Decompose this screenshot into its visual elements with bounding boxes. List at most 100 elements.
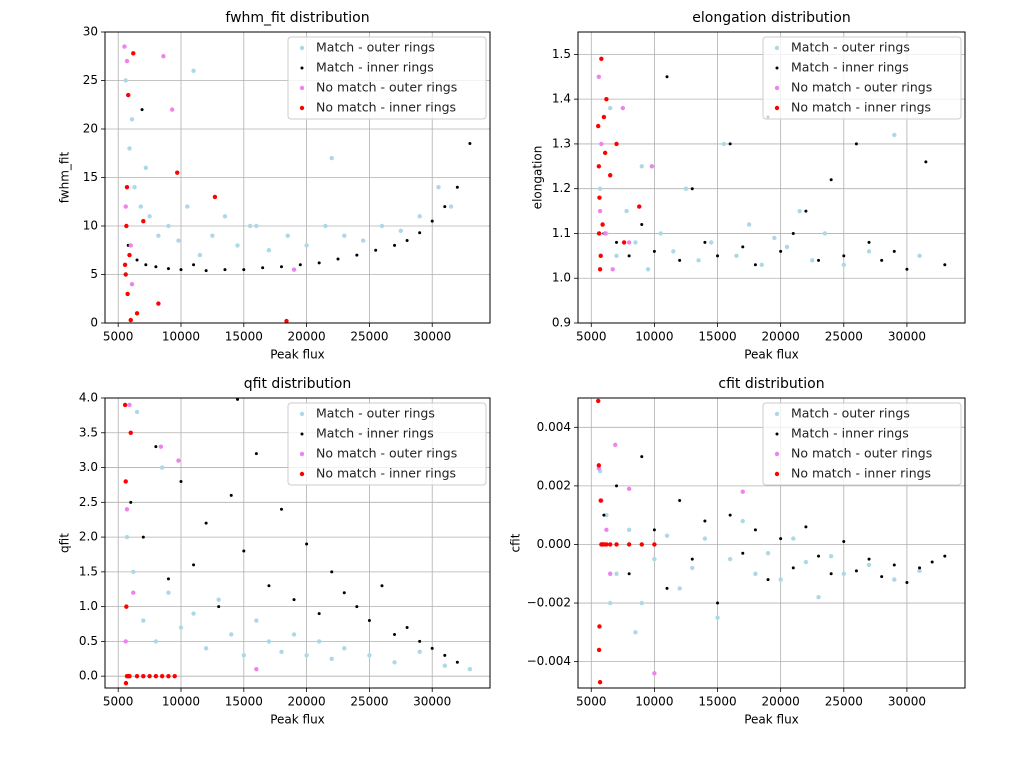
point (124, 58, 130, 64)
point (154, 265, 158, 269)
y-tick-label: 1.2 (552, 181, 571, 195)
point (626, 486, 632, 492)
point (600, 222, 605, 227)
point (134, 311, 140, 316)
point (602, 231, 608, 236)
point (854, 142, 858, 146)
point (398, 228, 404, 234)
x-tick-label: 30000 (413, 695, 451, 709)
point (131, 569, 136, 575)
point (779, 249, 783, 253)
point (803, 559, 809, 565)
point (323, 223, 328, 229)
point (766, 578, 770, 582)
point (127, 673, 132, 679)
point (690, 187, 694, 191)
point (703, 519, 707, 523)
point (627, 254, 631, 258)
point (304, 653, 309, 658)
point (598, 498, 603, 503)
legend-label: No match - inner rings (791, 466, 931, 481)
x-axis-label: Peak flux (744, 348, 799, 362)
point (204, 521, 208, 525)
point (678, 258, 682, 262)
legend-box (287, 402, 487, 486)
point (652, 556, 657, 562)
axes-frame (577, 397, 966, 689)
point (791, 231, 795, 235)
legend-marker (774, 105, 780, 111)
y-tick-label: 2.0 (79, 530, 98, 544)
point (141, 673, 146, 679)
point (703, 240, 707, 244)
point (443, 205, 447, 209)
point (126, 92, 131, 98)
y-tick-label: 3.5 (79, 425, 98, 439)
y-tick-label: 10 (83, 219, 98, 233)
point (242, 549, 246, 553)
legend-marker (775, 66, 779, 70)
point (128, 317, 133, 323)
point (127, 402, 132, 408)
point (144, 263, 148, 267)
point (741, 551, 745, 555)
point (291, 267, 297, 272)
point (599, 56, 604, 62)
x-tick-label: 5000 (576, 330, 607, 344)
point (627, 572, 631, 576)
point (597, 186, 603, 191)
point (147, 673, 152, 679)
point (179, 268, 183, 272)
point (604, 542, 609, 547)
point (652, 671, 657, 676)
point (241, 653, 247, 658)
point (604, 527, 609, 533)
legend-label: Match - outer rings (791, 40, 910, 55)
point (448, 204, 454, 209)
point (176, 458, 181, 463)
point (797, 208, 802, 214)
point (455, 185, 459, 189)
point (212, 194, 218, 200)
y-tick-label: 0.004 (537, 420, 571, 434)
subplot-title: cfit distribution (718, 376, 824, 392)
point (804, 209, 808, 213)
point (639, 542, 644, 547)
point (784, 244, 790, 250)
point (216, 597, 221, 602)
y-tick-label: 3.0 (79, 460, 98, 474)
x-tick-label: 5000 (103, 330, 134, 344)
x-tick-label: 15000 (225, 330, 263, 344)
x-tick-label: 30000 (888, 695, 926, 709)
point (223, 268, 227, 272)
legend-label: Match - outer rings (791, 406, 910, 421)
x-tick-label: 10000 (162, 330, 200, 344)
point (828, 553, 834, 559)
point (740, 489, 745, 494)
point (143, 165, 149, 170)
legend-marker (299, 45, 305, 51)
x-tick-label: 25000 (825, 695, 863, 709)
point (892, 577, 897, 582)
point (128, 430, 133, 435)
point (166, 223, 171, 229)
point (943, 263, 947, 267)
y-tick-label: 0.000 (537, 537, 571, 551)
x-tick-label: 25000 (350, 330, 388, 344)
legend-label: No match - inner rings (791, 100, 931, 115)
point (417, 214, 422, 219)
point (455, 660, 459, 664)
point (178, 625, 184, 630)
point (123, 78, 128, 83)
point (601, 114, 607, 120)
point (217, 605, 221, 609)
legend-label: Match - inner rings (316, 60, 434, 75)
point (602, 150, 608, 156)
series (596, 56, 642, 272)
x-tick-label: 10000 (635, 695, 673, 709)
legend-box (762, 36, 962, 120)
point (123, 272, 128, 277)
point (905, 267, 909, 271)
x-tick-label: 20000 (762, 330, 800, 344)
point (166, 577, 170, 581)
